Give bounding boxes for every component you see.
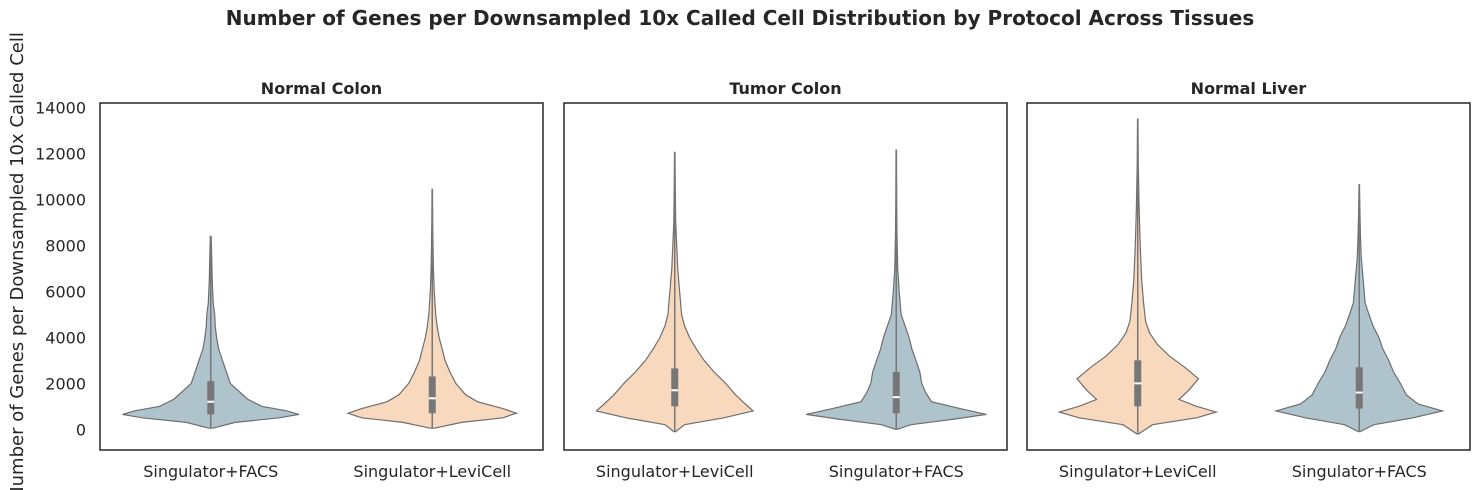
median-marker — [892, 396, 900, 399]
median-marker — [1355, 391, 1363, 394]
panel-1: Tumor Colon Singulator+LeviCell Singulator… — [563, 79, 1008, 481]
y-tick-label: 14000 — [35, 99, 86, 118]
iqr-box — [1355, 367, 1363, 409]
panel-frame — [99, 102, 544, 451]
panel-title: Tumor Colon — [729, 79, 841, 98]
x-tick-label: Singulator+LeviCell — [596, 462, 754, 481]
iqr-box — [671, 368, 679, 407]
iqr-box — [207, 381, 215, 415]
panel-2: Normal Liver Singulator+LeviCell Singulato… — [1026, 79, 1471, 481]
median-marker — [1134, 382, 1142, 385]
y-tick-label: 4000 — [45, 328, 86, 347]
x-tick-label: Singulator+LeviCell — [353, 462, 511, 481]
median-marker — [428, 397, 436, 400]
median-marker — [207, 400, 215, 403]
panel-frame — [563, 102, 1008, 451]
panel-frame — [1026, 102, 1471, 451]
panel-title: Normal Liver — [1191, 79, 1307, 98]
y-tick-label: 12000 — [35, 145, 86, 164]
iqr-box — [428, 376, 436, 414]
y-tick-label: 0 — [76, 420, 86, 439]
chart-title: Number of Genes per Downsampled 10x Call… — [226, 6, 1255, 30]
chart-panels: Normal Colon 0 2000 4000 6000 8000 10000 12000 1… — [35, 79, 1471, 481]
median-marker — [671, 389, 679, 392]
y-axis-label: Number of Genes per Downsampled 10x Call… — [7, 32, 28, 490]
y-tick-label: 8000 — [45, 236, 86, 255]
iqr-box — [892, 371, 900, 414]
x-tick-label: Singulator+FACS — [1292, 462, 1427, 481]
panel-0: Normal Colon 0 2000 4000 6000 8000 10000 12000 1… — [35, 79, 544, 481]
y-tick-label: 6000 — [45, 282, 86, 301]
x-tick-label: Singulator+FACS — [143, 462, 278, 481]
y-tick-label: 2000 — [45, 374, 86, 393]
x-tick-label: Singulator+FACS — [829, 462, 964, 481]
x-tick-label: Singulator+LeviCell — [1059, 462, 1217, 481]
panel-title: Normal Colon — [261, 79, 382, 98]
y-tick-label: 10000 — [35, 191, 86, 210]
